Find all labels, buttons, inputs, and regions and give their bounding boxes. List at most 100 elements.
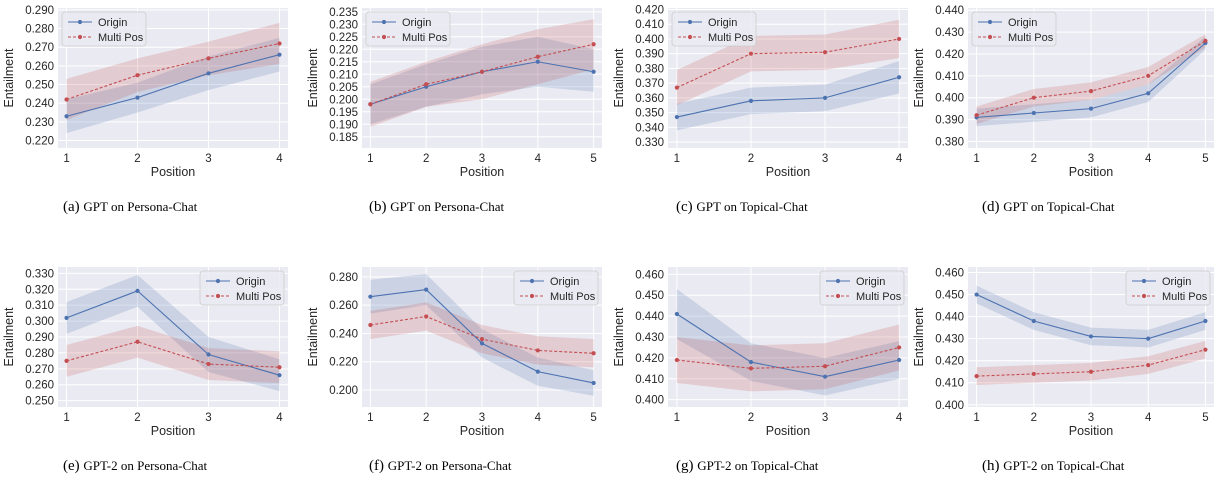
x-tick-label: 3 [822,153,828,165]
y-tick-label: 0.420 [635,4,664,16]
y-axis-label: Entailment [912,48,926,108]
data-point [1146,336,1151,341]
chart-panel-6: 0.400 0.410 0.420 0.430 0.440 0.450 0.460 1 2 3 4 P… [612,267,908,474]
panel-caption: (a) GPT on Persona-Chat [63,199,198,215]
legend: Origin Multi Pos [199,270,285,306]
data-point [64,114,69,119]
caption-text: GPT-2 on Persona-Chat [83,458,207,473]
x-tick-label: 2 [134,412,140,424]
y-tick-label: 0.390 [935,115,964,127]
data-point [535,369,540,374]
confidence-band [976,285,1206,348]
x-tick-label: 3 [479,153,485,165]
data-point [135,288,140,293]
y-tick-label: 0.370 [635,78,664,90]
y-axis-label: Entailment [306,307,320,367]
y-tick-label: 0.440 [635,311,664,323]
x-tick-label: 3 [1088,412,1094,424]
legend-label: Multi Pos [550,291,596,303]
chart-panel-5: 0.200 0.220 0.240 0.260 0.280 1 2 3 4 5 Position En… [306,267,602,474]
legend-label: Origin [402,17,431,29]
y-tick-label: 0.450 [935,290,964,302]
caption-letter: (h) [982,458,1003,474]
y-tick-label: 0.195 [329,107,358,119]
x-tick-label: 4 [535,412,542,424]
y-axis-label: Entailment [612,48,626,108]
legend: Origin Multi Pos [513,270,599,306]
y-tick-label: 0.420 [635,353,664,365]
x-tick-label: 3 [205,412,211,424]
x-tick-label: 1 [674,412,680,424]
data-point [674,357,679,363]
data-point [591,351,596,356]
data-point [748,98,754,103]
panel-caption: (b) GPT on Persona-Chat [369,199,505,215]
legend-marker [529,278,535,284]
legend-marker [687,34,693,40]
legend-label: Origin [856,276,885,288]
data-point [206,71,211,76]
confidence-band [66,22,280,120]
data-point [897,75,902,80]
legend-label: Multi Pos [708,32,754,44]
x-tick-label: 1 [63,412,69,424]
x-tick-label: 1 [973,412,979,424]
panel-caption: (h) GPT-2 on Topical-Chat [982,458,1125,474]
y-tick-label: 0.410 [635,19,664,31]
data-point [674,311,679,317]
data-point [1203,347,1208,352]
x-axis-label: Position [151,424,196,438]
chart-panel-3: 0.380 0.390 0.400 0.410 0.420 0.430 0.440 1 2 3 4 5… [912,5,1214,215]
legend: Origin Multi Pos [61,11,147,47]
legend: Origin Multi Pos [971,11,1057,47]
data-point [591,380,596,386]
y-tick-label: 0.380 [635,63,664,75]
y-tick-label: 0.260 [329,300,358,312]
y-axis-label: Entailment [912,307,926,367]
caption-letter: (d) [982,199,1003,215]
y-tick-label: 0.225 [329,32,358,44]
legend-marker [835,293,841,299]
data-point [974,374,979,379]
y-tick-label: 0.330 [25,268,54,280]
series-line [66,42,280,100]
y-tick-label: 0.300 [25,316,54,328]
panel-caption: (e) GPT-2 on Persona-Chat [63,458,208,474]
x-tick-label: 3 [822,412,828,424]
y-tick-label: 0.390 [635,49,664,61]
data-point [206,56,211,61]
confidence-band [676,288,900,396]
legend-marker [215,293,221,299]
data-point [1203,318,1208,324]
x-tick-label: 1 [63,153,69,165]
data-point [64,97,69,102]
x-tick-label: 5 [1202,153,1208,165]
data-point [1088,106,1094,111]
series-line [66,290,280,376]
y-tick-label: 0.230 [329,19,358,31]
legend-label: Origin [98,17,127,29]
y-tick-label: 0.240 [329,328,358,340]
caption-text: GPT on Topical-Chat [696,199,808,214]
x-tick-label: 3 [205,153,211,165]
y-tick-label: 0.400 [635,34,664,46]
caption-text: GPT on Topical-Chat [1003,199,1115,214]
data-point [822,364,828,369]
y-tick-label: 0.440 [935,5,964,17]
x-axis-label: Position [1069,165,1114,179]
y-tick-label: 0.350 [635,108,664,120]
data-point [897,345,902,350]
data-point [822,50,828,55]
y-tick-label: 0.235 [329,7,358,19]
y-tick-label: 0.185 [329,132,358,144]
data-point [822,95,828,100]
legend-label: Origin [550,276,579,288]
y-tick-label: 0.360 [635,93,664,105]
x-tick-label: 5 [590,153,596,165]
data-point [1203,38,1208,43]
data-point [674,114,679,120]
legend-label: Multi Pos [1008,32,1054,44]
data-point [277,41,282,46]
x-tick-label: 2 [423,412,429,424]
data-point [277,52,282,57]
